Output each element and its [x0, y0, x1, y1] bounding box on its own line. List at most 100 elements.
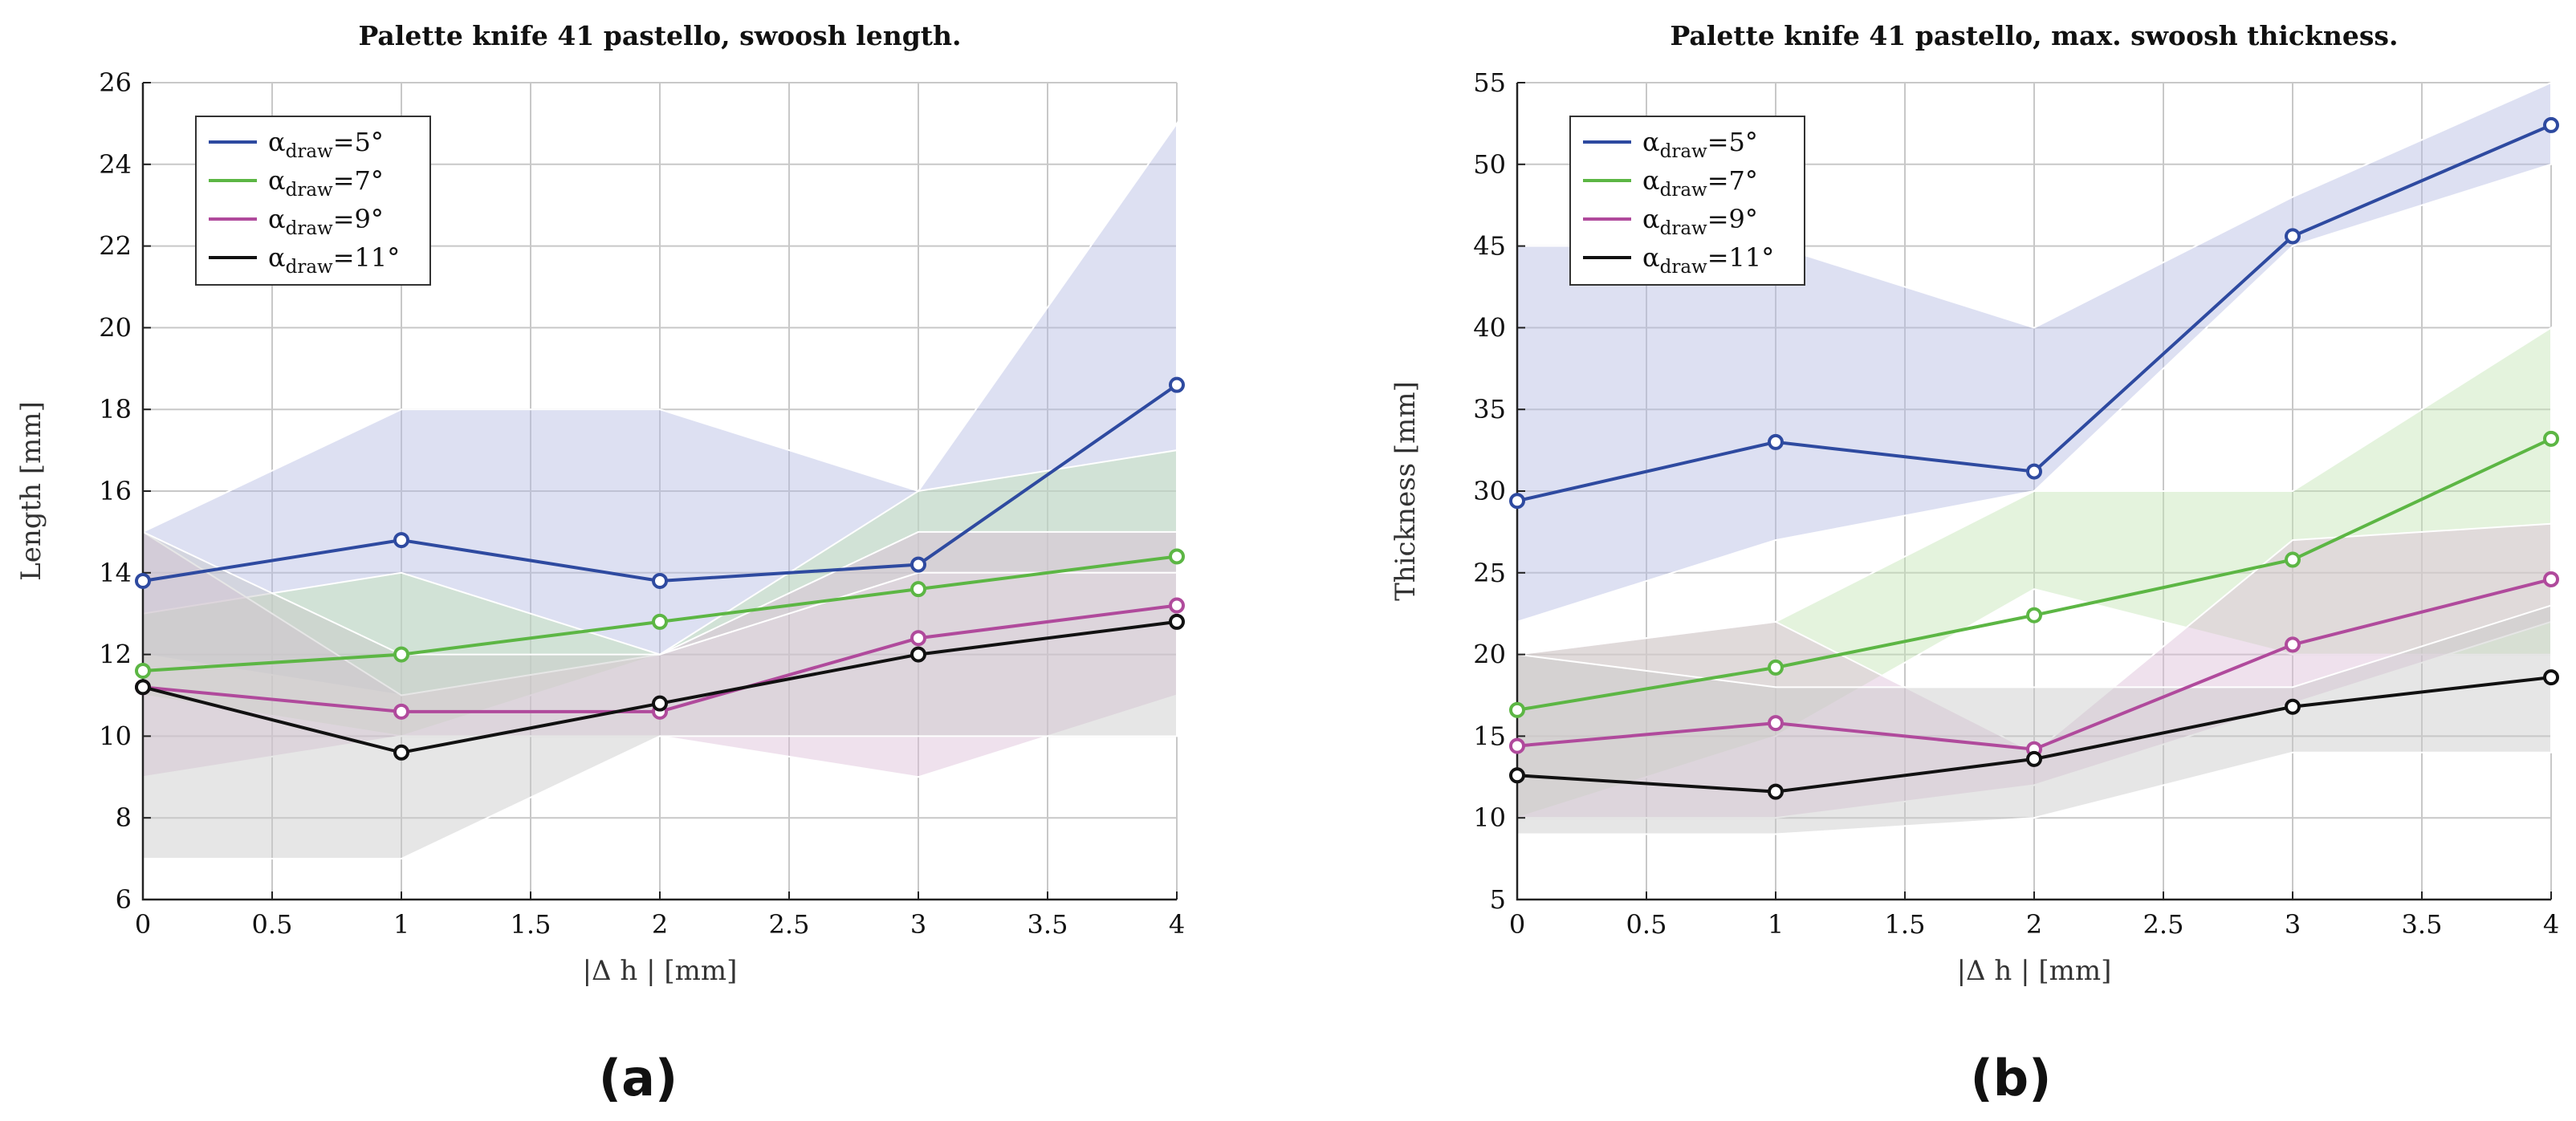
data-point-s3-4 — [2543, 669, 2559, 686]
band-series-3 — [142, 530, 1178, 860]
data-point-s0-1 — [393, 532, 409, 549]
data-point-s0-4 — [1169, 376, 1185, 393]
length-chart: 0 0.5 1 1.5 2 2.5 3 3.5 4 6 8 10 12 14 16 18 20 22 24 26 Pal… — [15, 20, 1185, 987]
band-series-3 — [1516, 604, 2552, 835]
y-tick-label-9: 24 — [99, 149, 132, 180]
panel-label-b: (b) — [1970, 1049, 2051, 1107]
data-point-s1-2 — [652, 613, 668, 630]
data-point-s0-3 — [910, 556, 926, 573]
y-tick-label-5: 16 — [99, 476, 132, 506]
band-series-0 — [1516, 81, 2552, 623]
x-tick-label-7: 3.5 — [1028, 909, 1068, 940]
y-axis-label: Thickness [mm] — [1390, 381, 1422, 601]
y-tick-label-4: 25 — [1473, 558, 1506, 588]
x-tick-label-6: 3 — [910, 909, 926, 940]
y-tick-label-7: 40 — [1473, 312, 1506, 343]
legend: αdraw=5°αdraw=7°αdraw=9°αdraw=11° — [1569, 116, 1805, 286]
data-point-s3-2 — [652, 695, 668, 712]
legend: αdraw=5°αdraw=7°αdraw=9°αdraw=11° — [195, 116, 431, 286]
data-point-s1-2 — [2026, 607, 2042, 623]
data-point-s0-0 — [1509, 493, 1525, 510]
x-tick-label-3: 1.5 — [511, 909, 551, 940]
thickness-chart: 0 0.5 1 1.5 2 2.5 3 3.5 4510152025303540455055Pa… — [1390, 20, 2559, 987]
data-point-s1-4 — [1169, 548, 1185, 565]
data-point-s3-0 — [1509, 767, 1525, 784]
data-point-s2-3 — [910, 630, 926, 647]
legend-entry-2: αdraw=9° — [1642, 204, 1758, 239]
x-tick-label-8: 4 — [1169, 909, 1185, 940]
y-tick-label-10: 26 — [99, 67, 132, 98]
data-point-s2-4 — [2543, 571, 2559, 587]
x-tick-label-2: 1 — [393, 909, 409, 940]
data-point-s3-3 — [910, 646, 926, 663]
x-tick-label-2: 1 — [1768, 909, 1784, 940]
x-tick-label-3: 1.5 — [1885, 909, 1926, 940]
y-tick-label-3: 12 — [99, 640, 132, 670]
chart-title: Palette knife 41 pastello, swoosh length… — [358, 20, 961, 51]
legend-entry-1: αdraw=7° — [1642, 165, 1758, 201]
y-tick-label-0: 5 — [1490, 884, 1506, 915]
x-axis-label: |Δ h | [mm] — [1957, 955, 2112, 987]
data-point-s1-1 — [393, 646, 409, 663]
y-tick-label-3: 20 — [1473, 640, 1506, 670]
data-point-s1-1 — [1768, 659, 1784, 676]
data-point-s2-1 — [393, 703, 409, 720]
data-point-s0-3 — [2285, 228, 2301, 245]
legend-entry-3: αdraw=11° — [1642, 242, 1774, 278]
data-point-s0-4 — [2543, 116, 2559, 133]
x-tick-label-1: 0.5 — [1626, 909, 1667, 940]
data-point-s1-3 — [2285, 551, 2301, 568]
legend-entry-0: αdraw=5° — [268, 127, 384, 162]
x-tick-label-6: 3 — [2285, 909, 2301, 940]
legend-entry-0: αdraw=5° — [1642, 127, 1758, 162]
data-point-s2-0 — [1509, 737, 1525, 754]
y-tick-label-1: 8 — [116, 802, 132, 833]
data-point-s1-3 — [910, 581, 926, 598]
y-tick-label-9: 50 — [1473, 149, 1506, 180]
y-tick-label-7: 20 — [99, 312, 132, 343]
y-tick-label-5: 30 — [1473, 476, 1506, 506]
data-point-s1-0 — [135, 662, 151, 679]
x-tick-label-5: 2.5 — [769, 909, 810, 940]
x-tick-label-1: 0.5 — [252, 909, 293, 940]
y-tick-label-10: 55 — [1473, 67, 1506, 98]
chart-title: Palette knife 41 pastello, max. swoosh t… — [1670, 20, 2398, 51]
x-tick-label-8: 4 — [2543, 909, 2559, 940]
y-tick-label-6: 35 — [1473, 394, 1506, 424]
x-tick-label-0: 0 — [1509, 909, 1525, 940]
y-tick-label-2: 10 — [99, 721, 132, 751]
y-tick-label-4: 14 — [99, 558, 132, 588]
legend-entry-2: αdraw=9° — [268, 204, 384, 239]
x-tick-label-4: 2 — [2026, 909, 2042, 940]
y-tick-label-6: 18 — [99, 394, 132, 424]
data-point-s1-4 — [2543, 430, 2559, 447]
y-tick-label-0: 6 — [116, 884, 132, 915]
data-point-s2-4 — [1169, 597, 1185, 614]
data-point-s2-1 — [1768, 715, 1784, 732]
legend-entry-1: αdraw=7° — [268, 165, 384, 201]
data-point-s3-3 — [2285, 698, 2301, 715]
data-point-s3-4 — [1169, 613, 1185, 630]
y-tick-label-8: 22 — [99, 231, 132, 262]
x-tick-label-0: 0 — [135, 909, 151, 940]
data-point-s2-3 — [2285, 636, 2301, 653]
x-tick-label-5: 2.5 — [2143, 909, 2184, 940]
y-tick-label-1: 10 — [1473, 802, 1506, 833]
data-point-s0-2 — [2026, 463, 2042, 480]
data-point-s0-0 — [135, 572, 151, 589]
data-point-s0-1 — [1768, 433, 1784, 450]
data-point-s3-1 — [393, 744, 409, 761]
data-point-s0-2 — [652, 572, 668, 589]
y-tick-label-2: 15 — [1473, 721, 1506, 751]
y-tick-label-8: 45 — [1473, 231, 1506, 262]
data-point-s3-1 — [1768, 783, 1784, 800]
x-tick-label-4: 2 — [652, 909, 668, 940]
y-axis-label: Length [mm] — [15, 401, 47, 581]
data-point-s3-2 — [2026, 750, 2042, 767]
data-point-s3-0 — [135, 679, 151, 696]
x-axis-label: |Δ h | [mm] — [583, 955, 738, 987]
legend-entry-3: αdraw=11° — [268, 242, 400, 278]
panel-label-a: (a) — [599, 1049, 678, 1107]
data-point-s1-0 — [1509, 701, 1525, 718]
